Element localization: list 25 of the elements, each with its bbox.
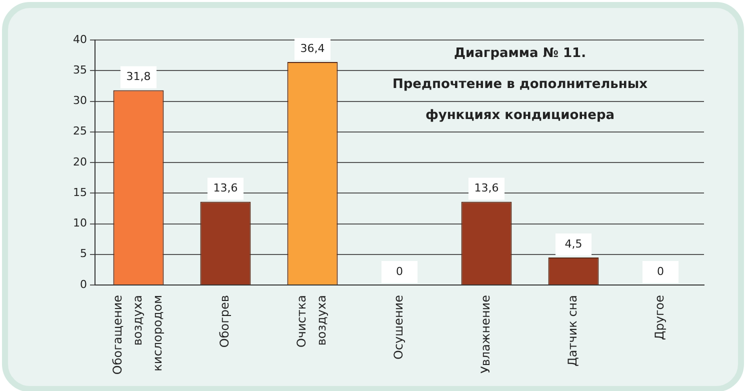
x-tick-label: Осушение — [392, 295, 406, 360]
y-tick-label: 20 — [72, 155, 87, 168]
x-tick-label: Очистка воздуха — [294, 295, 329, 348]
y-tick-label: 15 — [72, 186, 87, 199]
data-label: 13,6 — [474, 182, 499, 195]
data-label: 0 — [657, 264, 664, 278]
y-tick-label: 25 — [72, 124, 87, 138]
y-tick-label: 35 — [72, 63, 87, 76]
x-tick-label: Датчик сна — [566, 295, 580, 366]
data-label: 36,4 — [300, 42, 325, 55]
data-label: 13,6 — [213, 182, 238, 195]
y-tick-label: 5 — [80, 247, 87, 260]
y-tick-label: 30 — [72, 94, 87, 108]
data-label: 0 — [396, 264, 403, 278]
y-tick-label: 40 — [72, 32, 87, 46]
text: Предпочтение в дополнительных функциях кондиционера — [392, 76, 648, 123]
x-tick-label: Другое — [652, 295, 667, 340]
x-tick-label: Увлажнение — [478, 295, 493, 374]
data-label: 4,5 — [564, 237, 582, 250]
data-label: 31,8 — [126, 70, 151, 84]
y-tick-label: 0 — [80, 278, 87, 291]
x-tick-label: Обогащение воздуха кислородом — [110, 295, 165, 375]
x-tick-label: Обогрев — [218, 295, 232, 348]
y-tick-label: 10 — [72, 216, 87, 230]
text: Диаграмма № 11. — [452, 46, 588, 64]
